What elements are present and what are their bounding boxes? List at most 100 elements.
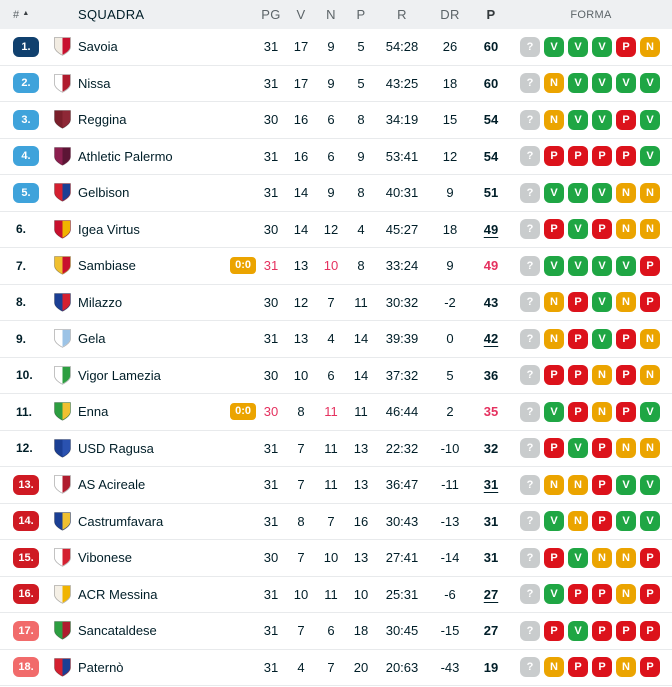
table-row[interactable]: 17. Sancataldese 31 7 6 18 30:45 -15 27 …	[0, 613, 672, 650]
form-result-badge[interactable]: P	[640, 584, 660, 605]
form-result-badge[interactable]: N	[592, 401, 612, 422]
form-result-badge[interactable]: V	[568, 547, 588, 568]
team-name[interactable]: Milazzo	[78, 294, 123, 310]
live-score-badge[interactable]: 0:0	[230, 403, 256, 421]
form-upcoming-badge[interactable]: ?	[520, 146, 540, 167]
form-result-badge[interactable]: P	[568, 365, 588, 386]
form-upcoming-badge[interactable]: ?	[520, 182, 540, 203]
form-upcoming-badge[interactable]: ?	[520, 401, 540, 422]
team-name[interactable]: Reggina	[78, 112, 127, 128]
team-name[interactable]: AS Acireale	[78, 477, 146, 493]
form-result-badge[interactable]: V	[640, 511, 660, 532]
form-result-badge[interactable]: N	[616, 182, 636, 203]
form-result-badge[interactable]: V	[592, 109, 612, 130]
form-result-badge[interactable]: P	[616, 401, 636, 422]
form-result-badge[interactable]: N	[640, 438, 660, 459]
table-row[interactable]: 18. Paternò 31 4 7 20 20:63 -43 19 ? N P P N…	[0, 649, 672, 686]
form-result-badge[interactable]: N	[616, 292, 636, 313]
form-result-badge[interactable]: P	[544, 219, 564, 240]
form-result-badge[interactable]: V	[640, 474, 660, 495]
form-result-badge[interactable]: P	[568, 328, 588, 349]
form-upcoming-badge[interactable]: ?	[520, 547, 540, 568]
form-upcoming-badge[interactable]: ?	[520, 255, 540, 276]
form-result-badge[interactable]: P	[616, 365, 636, 386]
form-result-badge[interactable]: P	[568, 146, 588, 167]
table-row[interactable]: 3. Reggina 30 16 6 8 34:19 15 54 ? N V V P V	[0, 102, 672, 139]
form-upcoming-badge[interactable]: ?	[520, 511, 540, 532]
form-result-badge[interactable]: V	[592, 182, 612, 203]
form-result-badge[interactable]: P	[640, 657, 660, 678]
team-name[interactable]: Paternò	[78, 659, 124, 675]
table-row[interactable]: 15. Vibonese 30 7 10 13 27:41 -14 31 ? P V…	[0, 540, 672, 577]
form-result-badge[interactable]: P	[592, 584, 612, 605]
form-result-badge[interactable]: P	[544, 365, 564, 386]
form-result-badge[interactable]: P	[568, 401, 588, 422]
form-result-badge[interactable]: N	[544, 109, 564, 130]
table-row[interactable]: 5. Gelbison 31 14 9 8 40:31 9 51 ? V V V N N	[0, 175, 672, 212]
form-result-badge[interactable]: N	[544, 657, 564, 678]
team-name[interactable]: Gela	[78, 331, 106, 347]
form-result-badge[interactable]: N	[568, 511, 588, 532]
form-result-badge[interactable]: N	[616, 219, 636, 240]
form-result-badge[interactable]: V	[616, 511, 636, 532]
table-row[interactable]: 9. Gela 31 13 4 14 39:39 0 42 ? N P V P N	[0, 321, 672, 358]
form-result-badge[interactable]: P	[616, 620, 636, 641]
form-result-badge[interactable]: V	[616, 474, 636, 495]
form-result-badge[interactable]: N	[640, 182, 660, 203]
form-upcoming-badge[interactable]: ?	[520, 73, 540, 94]
form-upcoming-badge[interactable]: ?	[520, 365, 540, 386]
form-result-badge[interactable]: P	[616, 109, 636, 130]
form-result-badge[interactable]: N	[616, 657, 636, 678]
table-row[interactable]: 10. Vigor Lamezia 30 10 6 14 37:32 5 36 …	[0, 357, 672, 394]
table-row[interactable]: 11. Enna 0:0 30 8 11 11 46:44 2 35 ? V P N P…	[0, 394, 672, 431]
form-result-badge[interactable]: V	[592, 292, 612, 313]
team-name[interactable]: Enna	[78, 404, 109, 420]
form-upcoming-badge[interactable]: ?	[520, 474, 540, 495]
team-name[interactable]: Athletic Palermo	[78, 148, 173, 164]
form-result-badge[interactable]: P	[640, 292, 660, 313]
table-row[interactable]: 16. ACR Messina 31 10 11 10 25:31 -6 27 …	[0, 576, 672, 613]
table-row[interactable]: 6. Igea Virtus 30 14 12 4 45:27 18 49 ? P…	[0, 211, 672, 248]
form-result-badge[interactable]: P	[544, 547, 564, 568]
rank-header[interactable]: # ▲	[0, 9, 46, 21]
team-name[interactable]: Savoia	[78, 39, 118, 55]
form-result-badge[interactable]: P	[568, 292, 588, 313]
table-row[interactable]: 1. Savoia 31 17 9 5 54:28 26 60 ? V V V P N	[0, 29, 672, 66]
form-result-badge[interactable]: P	[592, 511, 612, 532]
form-result-badge[interactable]: P	[592, 146, 612, 167]
form-result-badge[interactable]: P	[568, 584, 588, 605]
form-result-badge[interactable]: N	[544, 328, 564, 349]
form-upcoming-badge[interactable]: ?	[520, 657, 540, 678]
team-name[interactable]: Sancataldese	[78, 623, 157, 639]
form-result-badge[interactable]: V	[640, 146, 660, 167]
form-result-badge[interactable]: V	[592, 36, 612, 57]
form-result-badge[interactable]: V	[568, 255, 588, 276]
form-result-badge[interactable]: N	[640, 219, 660, 240]
form-result-badge[interactable]: V	[640, 73, 660, 94]
form-result-badge[interactable]: V	[568, 182, 588, 203]
form-result-badge[interactable]: P	[616, 146, 636, 167]
form-result-badge[interactable]: V	[544, 511, 564, 532]
form-result-badge[interactable]: P	[544, 146, 564, 167]
form-result-badge[interactable]: N	[640, 328, 660, 349]
form-result-badge[interactable]: P	[592, 474, 612, 495]
form-upcoming-badge[interactable]: ?	[520, 438, 540, 459]
form-result-badge[interactable]: N	[592, 547, 612, 568]
form-result-badge[interactable]: V	[592, 73, 612, 94]
form-result-badge[interactable]: V	[568, 73, 588, 94]
form-upcoming-badge[interactable]: ?	[520, 36, 540, 57]
team-name[interactable]: Nissa	[78, 75, 111, 91]
form-upcoming-badge[interactable]: ?	[520, 584, 540, 605]
form-result-badge[interactable]: V	[568, 36, 588, 57]
form-result-badge[interactable]: V	[640, 109, 660, 130]
team-name[interactable]: Vibonese	[78, 550, 132, 566]
form-result-badge[interactable]: N	[544, 73, 564, 94]
form-result-badge[interactable]: N	[616, 547, 636, 568]
table-row[interactable]: 12. USD Ragusa 31 7 11 13 22:32 -10 32 ?…	[0, 430, 672, 467]
form-result-badge[interactable]: V	[640, 401, 660, 422]
form-upcoming-badge[interactable]: ?	[520, 109, 540, 130]
form-result-badge[interactable]: N	[640, 365, 660, 386]
team-name[interactable]: ACR Messina	[78, 586, 158, 602]
team-name[interactable]: Sambiase	[78, 258, 136, 274]
form-result-badge[interactable]: V	[592, 328, 612, 349]
